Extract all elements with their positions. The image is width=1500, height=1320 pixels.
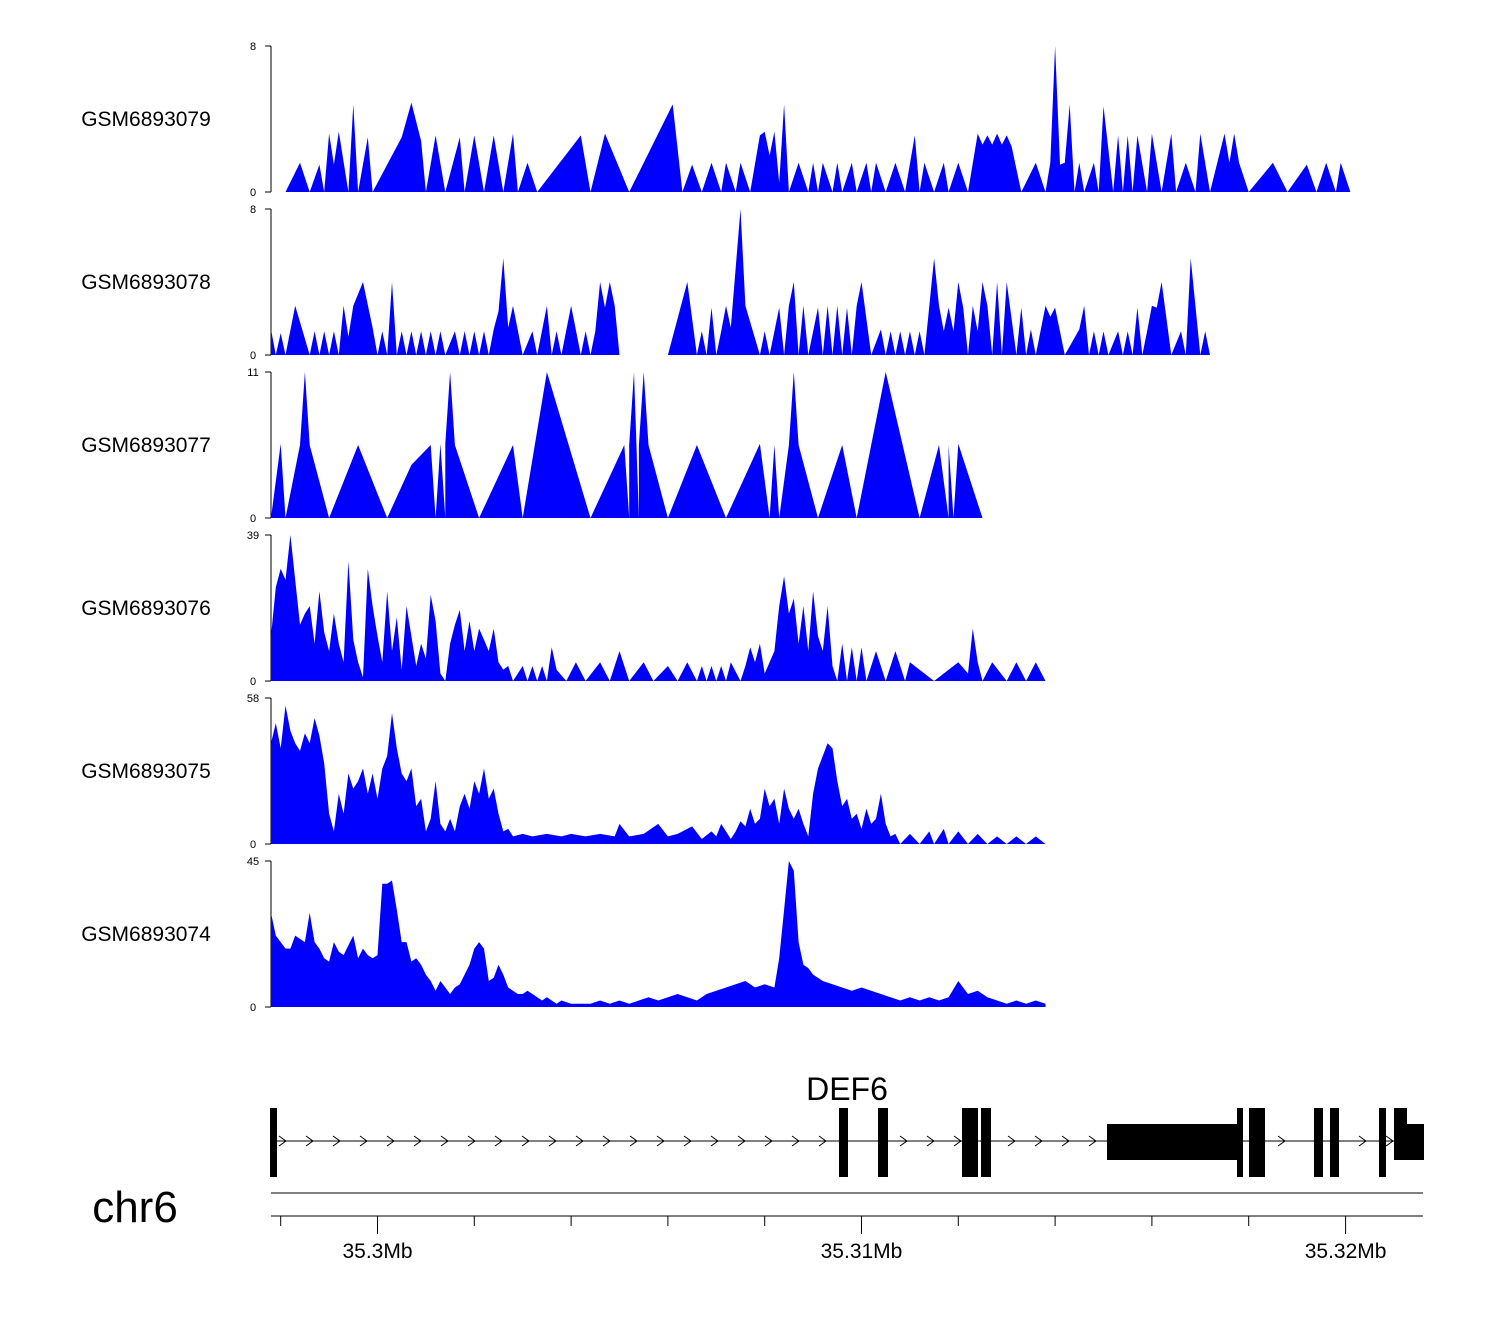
exon-block (270, 1108, 277, 1177)
track-label: GSM6893076 (81, 597, 211, 620)
strand-arrow (305, 1135, 314, 1147)
coverage-area (271, 705, 1046, 844)
strand-arrows (278, 1135, 1394, 1147)
y-axis-min-label: 0 (250, 839, 256, 851)
coverage-area (271, 861, 1046, 1007)
strand-arrow (1061, 1135, 1070, 1147)
gene-annotation-track: DEF6 (270, 1071, 1424, 1177)
track-label: GSM6893078 (81, 271, 211, 294)
y-axis-min-label: 0 (250, 187, 256, 199)
exon-block (966, 1108, 978, 1177)
strand-arrow (521, 1135, 530, 1147)
y-axis-max-label: 39 (247, 530, 259, 542)
strand-arrow (710, 1135, 719, 1147)
track-label: GSM6893079 (81, 108, 211, 131)
exon-block (1314, 1108, 1323, 1177)
y-axis-min-label: 0 (250, 350, 256, 362)
strand-arrow (1007, 1135, 1016, 1147)
exon-block (1394, 1108, 1407, 1160)
strand-arrow (1034, 1135, 1043, 1147)
exon-block (1406, 1124, 1424, 1160)
strand-arrow (791, 1135, 800, 1147)
track-gsm6893076: GSM6893076 39 0 (81, 530, 1046, 688)
coverage-area (271, 209, 1210, 355)
track-label: GSM6893075 (81, 760, 211, 783)
track-label: GSM6893074 (81, 923, 211, 946)
strand-arrow (953, 1135, 962, 1147)
exon-block (878, 1108, 888, 1177)
strand-arrow (656, 1135, 665, 1147)
gene-label-def6: DEF6 (806, 1071, 888, 1107)
strand-arrow (899, 1135, 908, 1147)
y-axis-min-label: 0 (250, 1002, 256, 1014)
strand-arrow (629, 1135, 638, 1147)
y-axis-max-label: 8 (250, 204, 256, 216)
strand-arrow (1088, 1135, 1097, 1147)
x-tick-label: 35.3Mb (342, 1240, 412, 1263)
x-tick-label: 35.32Mb (1305, 1240, 1387, 1263)
track-gsm6893079: GSM6893079 8 0 (81, 41, 1351, 199)
strand-arrow (1277, 1135, 1286, 1147)
exon-block (839, 1108, 848, 1177)
y-axis-max-label: 45 (247, 856, 259, 868)
y-axis-min-label: 0 (250, 513, 256, 525)
strand-arrow (1385, 1135, 1394, 1147)
coverage-area (271, 372, 983, 518)
coverage-area (285, 46, 1351, 192)
coverage-area (271, 535, 1046, 681)
strand-arrow (467, 1135, 476, 1147)
track-gsm6893074: GSM6893074 45 0 (81, 856, 1046, 1014)
strand-arrow (278, 1135, 287, 1147)
exon-block (1237, 1108, 1243, 1177)
track-gsm6893077: GSM6893077 11 0 (81, 367, 983, 525)
strand-arrow (764, 1135, 773, 1147)
track-gsm6893078: GSM6893078 8 0 (81, 204, 1210, 362)
chromosome-label: chr6 (92, 1183, 178, 1232)
strand-arrow (440, 1135, 449, 1147)
strand-arrow (359, 1135, 368, 1147)
strand-arrow (683, 1135, 692, 1147)
strand-arrow (602, 1135, 611, 1147)
strand-arrow (1358, 1135, 1367, 1147)
track-gsm6893075: GSM6893075 58 0 (81, 693, 1046, 851)
strand-arrow (494, 1135, 503, 1147)
y-axis-max-label: 58 (247, 693, 259, 705)
strand-arrow (737, 1135, 746, 1147)
strand-arrow (575, 1135, 584, 1147)
strand-arrow (818, 1135, 827, 1147)
x-tick-label: 35.31Mb (821, 1240, 903, 1263)
exon-block (981, 1108, 991, 1177)
y-axis-max-label: 11 (247, 367, 258, 379)
exon-block (1330, 1108, 1339, 1177)
y-axis-max-label: 8 (250, 41, 256, 53)
exon-block (962, 1108, 966, 1177)
exon-block (1249, 1108, 1265, 1177)
y-axis-min-label: 0 (250, 676, 256, 688)
strand-arrow (413, 1135, 422, 1147)
exon-block (1107, 1124, 1237, 1160)
genome-axis-track: 35.3Mb 35.31Mb 35.32Mb chr6 (92, 1183, 1423, 1263)
strand-arrow (386, 1135, 395, 1147)
strand-arrow (548, 1135, 557, 1147)
strand-arrow (332, 1135, 341, 1147)
strand-arrow (926, 1135, 935, 1147)
coverage-tracks: GSM689307980GSM689307880GSM6893077110GSM… (81, 41, 1351, 1014)
track-label: GSM6893077 (81, 434, 211, 457)
exon-block (1379, 1108, 1386, 1177)
